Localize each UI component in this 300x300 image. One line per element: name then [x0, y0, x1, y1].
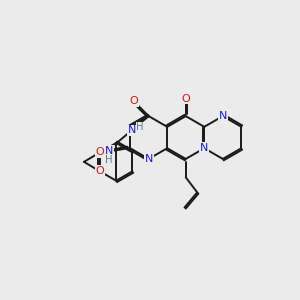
Text: N: N	[105, 146, 113, 156]
Text: O: O	[182, 94, 190, 103]
Text: H: H	[105, 154, 113, 164]
Text: O: O	[130, 96, 138, 106]
Text: O: O	[95, 166, 104, 176]
Text: H: H	[136, 122, 144, 133]
Text: N: N	[200, 143, 208, 153]
Text: O: O	[95, 147, 104, 158]
Text: N: N	[145, 154, 153, 164]
Text: N: N	[219, 111, 227, 121]
Text: N: N	[128, 125, 136, 135]
